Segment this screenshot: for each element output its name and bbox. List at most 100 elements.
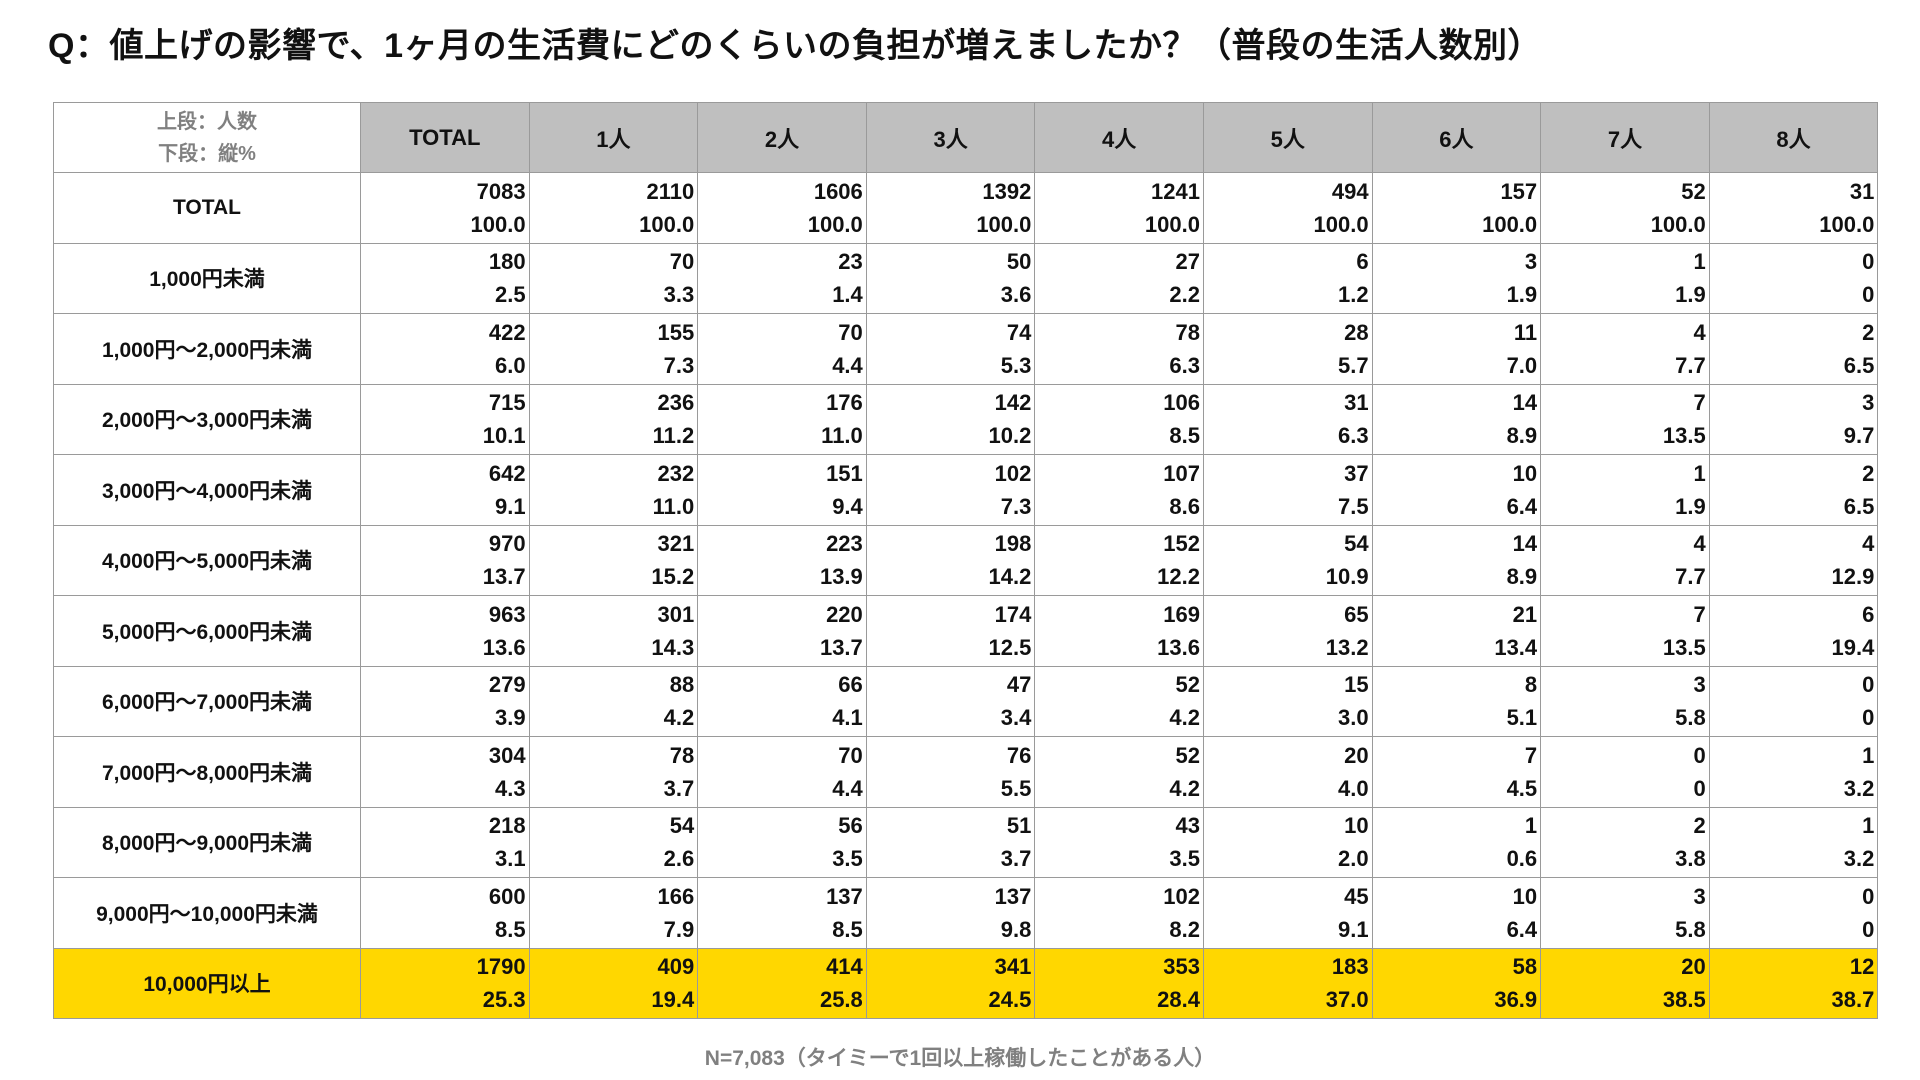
cell-count: 50 xyxy=(1006,249,1032,275)
cell-count: 8 xyxy=(1524,672,1538,698)
table-cell: 2 3.8 xyxy=(1540,806,1710,878)
cell-count: 102 xyxy=(1163,883,1200,909)
cell-percent: 1.9 xyxy=(1506,282,1538,308)
cell-count: 142 xyxy=(994,390,1032,416)
row-label: 7,000円～8,000円未満 xyxy=(53,736,361,808)
cell-count: 70 xyxy=(669,249,695,275)
cell-count: 65 xyxy=(1344,601,1369,627)
table-cell: 155 7.3 xyxy=(528,313,699,385)
table-cell: 107 8.6 xyxy=(1034,454,1204,526)
table-cell: 14 8.9 xyxy=(1371,524,1542,596)
table-cell: 10 2.0 xyxy=(1202,806,1373,878)
cell-count: 66 xyxy=(838,672,863,698)
cell-percent: 8.5 xyxy=(832,916,863,942)
cell-percent: 4.5 xyxy=(1506,775,1538,801)
cell-count: 74 xyxy=(1006,319,1032,345)
cell-count: 3 xyxy=(1693,672,1706,698)
cell-percent: 3.5 xyxy=(832,846,863,872)
column-header: 8人 xyxy=(1708,102,1879,173)
cell-percent: 11.0 xyxy=(652,493,695,519)
table-cell: 37 7.5 xyxy=(1202,454,1373,526)
table-row: 5,000円～6,000円未満 963 13.6 301 14.3 220 13.7 174 1… xyxy=(53,595,1879,667)
cell-count: 47 xyxy=(1006,672,1032,698)
cell-count: 4 xyxy=(1693,531,1706,557)
cell-percent: 2.5 xyxy=(495,282,526,308)
cell-percent: 19.4 xyxy=(1831,634,1875,660)
cell-percent: 9.8 xyxy=(1000,916,1032,942)
table-cell: 23 1.4 xyxy=(697,242,867,314)
cell-count: 51 xyxy=(1006,813,1032,839)
table-cell: 642 9.1 xyxy=(360,454,530,526)
table-cell: 27 2.2 xyxy=(1034,242,1204,314)
cell-count: 6 xyxy=(1862,601,1875,627)
cell-percent: 3.7 xyxy=(1000,846,1032,872)
cell-percent: 0 xyxy=(1862,916,1875,942)
cell-count: 0 xyxy=(1693,742,1706,768)
table-cell: 2 6.5 xyxy=(1708,454,1879,526)
table-cell: 970 13.7 xyxy=(360,524,530,596)
table-row: 4,000円～5,000円未満 970 13.7 321 15.2 223 13.9 198 1… xyxy=(53,524,1879,596)
table-row: 1,000円未満 180 2.5 70 3.3 23 1.4 50 3.6 27 2.2 6 1.2 3 1… xyxy=(53,242,1879,314)
table-cell: 12 38.7 xyxy=(1708,947,1879,1019)
table-cell: 494 100.0 xyxy=(1202,172,1373,244)
cell-percent: 13.6 xyxy=(482,634,526,660)
table-cell: 21 13.4 xyxy=(1371,595,1542,667)
table-cell: 54 10.9 xyxy=(1202,524,1373,596)
cell-percent: 4.1 xyxy=(832,705,863,731)
cell-percent: 4.2 xyxy=(663,705,695,731)
table-cell: 76 5.5 xyxy=(865,736,1036,808)
cell-count: 1606 xyxy=(813,178,863,204)
table-cell: 183 37.0 xyxy=(1202,947,1373,1019)
cell-count: 304 xyxy=(488,742,526,768)
cell-count: 2 xyxy=(1862,319,1875,345)
cell-percent: 11.0 xyxy=(821,423,863,449)
cell-count: 37 xyxy=(1344,460,1369,486)
cell-percent: 3.0 xyxy=(1337,705,1369,731)
cell-count: 52 xyxy=(1175,742,1200,768)
cell-count: 3 xyxy=(1524,249,1538,275)
table-cell: 3 5.8 xyxy=(1540,665,1710,737)
table-cell: 142 10.2 xyxy=(865,383,1036,455)
cell-percent: 3.7 xyxy=(663,775,695,801)
table-cell: 50 3.6 xyxy=(865,242,1036,314)
table-cell: 341 24.5 xyxy=(865,947,1036,1019)
cell-count: 27 xyxy=(1175,249,1200,275)
cell-count: 23 xyxy=(838,249,863,275)
cell-count: 1241 xyxy=(1151,178,1200,204)
table-cell: 7 13.5 xyxy=(1540,383,1710,455)
cell-percent: 13.2 xyxy=(1325,634,1369,660)
table-cell: 74 5.3 xyxy=(865,313,1036,385)
cell-percent: 38.5 xyxy=(1662,987,1706,1013)
cell-percent: 3.2 xyxy=(1843,846,1875,872)
table-cell: 236 11.2 xyxy=(528,383,699,455)
cell-percent: 3.6 xyxy=(1000,282,1032,308)
cell-percent: 2.0 xyxy=(1337,846,1369,872)
cell-percent: 3.1 xyxy=(495,846,526,872)
cell-percent: 100.0 xyxy=(470,211,526,237)
cell-count: 1392 xyxy=(982,178,1032,204)
table-row: TOTAL 7083 100.0 2110 100.0 1606 100.0 1392 100.… xyxy=(53,172,1879,244)
cell-percent: 13.4 xyxy=(1494,634,1538,660)
cell-count: 169 xyxy=(1163,601,1200,627)
cell-percent: 25.3 xyxy=(482,987,526,1013)
row-label: 8,000円～9,000円未満 xyxy=(53,806,361,878)
table-cell: 3 9.7 xyxy=(1708,383,1879,455)
cell-percent: 9.1 xyxy=(495,493,526,519)
table-row: 7,000円～8,000円未満 304 4.3 78 3.7 70 4.4 76 5.5 52 4.… xyxy=(53,736,1879,808)
cell-percent: 8.9 xyxy=(1506,564,1538,590)
column-header: 4人 xyxy=(1034,102,1204,173)
row-label: 6,000円～7,000円未満 xyxy=(53,665,361,737)
cell-count: 10 xyxy=(1512,460,1538,486)
cell-percent: 3.4 xyxy=(1000,705,1032,731)
cell-percent: 5.8 xyxy=(1675,705,1706,731)
table-cell: 43 3.5 xyxy=(1034,806,1204,878)
table-cell: 52 4.2 xyxy=(1034,736,1204,808)
cell-count: 137 xyxy=(994,883,1032,909)
cell-percent: 3.8 xyxy=(1675,846,1706,872)
table-cell: 137 9.8 xyxy=(865,877,1036,949)
cell-percent: 7.7 xyxy=(1675,352,1706,378)
table-cell: 1 0.6 xyxy=(1371,806,1542,878)
row-label: 1,000円未満 xyxy=(53,242,361,314)
cell-count: 218 xyxy=(488,813,526,839)
table-cell: 166 7.9 xyxy=(528,877,699,949)
